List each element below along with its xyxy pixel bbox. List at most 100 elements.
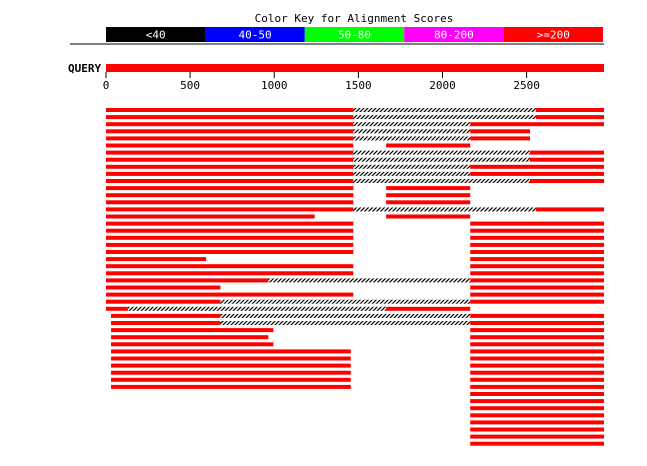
alignment-segment: [470, 413, 604, 418]
alignment-hit[interactable]: [106, 171, 604, 176]
alignment-hit[interactable]: [111, 370, 604, 375]
alignment-hit[interactable]: [111, 342, 604, 347]
alignment-gap: [353, 150, 530, 155]
alignment-hit[interactable]: [111, 328, 604, 333]
alignment-hit[interactable]: [470, 399, 604, 404]
alignment-hit[interactable]: [111, 313, 604, 318]
alignment-segment: [106, 186, 354, 191]
axis-tick-label: 1000: [261, 79, 288, 92]
alignment-hit[interactable]: [106, 250, 604, 254]
alignment-segment: [529, 150, 604, 155]
alignment-hit[interactable]: [106, 122, 604, 127]
alignment-segment: [106, 299, 221, 304]
alignment-segment: [470, 257, 604, 262]
alignment-hit[interactable]: [111, 349, 604, 354]
alignment-hit[interactable]: [106, 200, 471, 205]
alignment-segment: [470, 434, 604, 439]
alignment-hit[interactable]: [106, 264, 604, 269]
alignment-segment: [470, 399, 604, 404]
alignment-hit[interactable]: [111, 321, 604, 325]
alignment-hit[interactable]: [111, 335, 604, 340]
alignment-gap: [127, 306, 387, 311]
alignment-segment: [106, 122, 354, 127]
alignment-hit[interactable]: [106, 242, 604, 247]
alignment-segment: [111, 321, 221, 325]
alignment-segment: [470, 363, 604, 368]
alignment-segment: [529, 179, 604, 183]
alignment-hit[interactable]: [106, 157, 604, 162]
alignment-segment: [470, 370, 604, 375]
alignment-hit[interactable]: [106, 221, 604, 226]
alignment-segment: [470, 264, 604, 269]
alignment-segment: [106, 235, 354, 240]
alignment-hit[interactable]: [470, 406, 604, 411]
alignment-hit[interactable]: [106, 285, 604, 290]
alignment-hit[interactable]: [106, 108, 604, 112]
alignment-gap: [353, 129, 471, 134]
alignment-hit[interactable]: [470, 434, 604, 439]
alignment-segment: [470, 420, 604, 425]
alignment-segment: [106, 136, 354, 141]
alignment-hit[interactable]: [106, 143, 471, 148]
alignment-segment: [529, 157, 604, 162]
axis-tick-label: 2500: [513, 79, 540, 92]
alignment-hit[interactable]: [106, 228, 604, 233]
alignment-segment: [106, 171, 354, 176]
alignment-hit[interactable]: [106, 235, 604, 240]
alignment-hit[interactable]: [106, 164, 604, 169]
legend-bin-swatch: [106, 27, 206, 42]
alignment-hit[interactable]: [106, 278, 604, 283]
alignment-hit[interactable]: [106, 186, 471, 191]
alignment-hit[interactable]: [106, 115, 604, 120]
alignment-segment: [106, 179, 354, 183]
alignment-hit[interactable]: [111, 356, 604, 361]
alignment-hit[interactable]: [106, 207, 604, 212]
alignment-hit[interactable]: [470, 392, 604, 396]
alignment-hit[interactable]: [470, 441, 604, 446]
alignment-hit[interactable]: [106, 271, 604, 276]
alignment-segment: [470, 342, 604, 347]
alignment-gap: [353, 122, 471, 127]
alignment-segment: [470, 441, 604, 446]
alignment-hit[interactable]: [106, 179, 604, 183]
alignment-segment: [470, 129, 530, 134]
alignment-gap: [220, 321, 471, 325]
axis-tick-label: 2000: [429, 79, 456, 92]
alignment-segment: [106, 157, 354, 162]
legend-bin-swatch: [503, 27, 603, 42]
alignment-hit[interactable]: [106, 292, 604, 297]
alignment-hit[interactable]: [470, 420, 604, 425]
alignment-hit[interactable]: [111, 377, 604, 382]
alignment-hit[interactable]: [106, 257, 604, 262]
alignment-segment: [470, 321, 604, 325]
alignment-hit[interactable]: [106, 193, 471, 198]
alignment-segment: [470, 384, 604, 389]
alignment-segment: [470, 171, 604, 176]
alignment-segment: [470, 271, 604, 276]
alignment-hit[interactable]: [106, 136, 530, 141]
alignment-hit[interactable]: [106, 214, 471, 219]
alignment-segment: [106, 207, 354, 212]
alignment-segment: [111, 377, 351, 382]
alignment-hit[interactable]: [111, 384, 604, 389]
alignment-hit[interactable]: [111, 363, 604, 368]
alignment-gap: [353, 136, 471, 141]
alignment-segment: [470, 164, 604, 169]
alignment-hit[interactable]: [106, 150, 604, 155]
alignment-segment: [106, 143, 354, 148]
alignment-hit[interactable]: [470, 413, 604, 418]
alignment-segment: [470, 313, 604, 318]
legend-bin-label: 50-80: [338, 29, 371, 42]
alignment-segment: [106, 242, 354, 247]
alignment-hit[interactable]: [470, 427, 604, 432]
alignment-hit[interactable]: [106, 129, 530, 134]
alignment-hit[interactable]: [106, 306, 471, 311]
alignment-gap: [353, 108, 536, 112]
alignment-hit[interactable]: [106, 299, 604, 304]
query-bar: [106, 64, 604, 72]
alignment-segment: [470, 235, 604, 240]
alignment-gap: [268, 278, 471, 283]
alignment-gap: [353, 171, 471, 176]
alignment-segment: [106, 108, 354, 112]
